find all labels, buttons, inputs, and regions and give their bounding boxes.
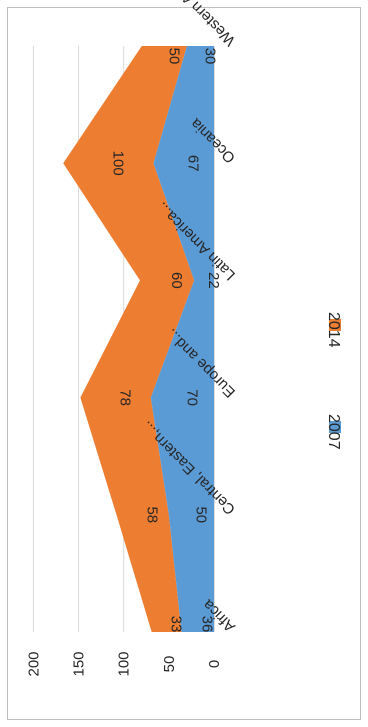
- data-label-2014: 100: [109, 151, 126, 176]
- legend-swatch: [329, 421, 341, 433]
- data-label-2007: 70: [183, 389, 200, 406]
- data-label-2007: 22: [205, 272, 222, 289]
- data-label-2007: 30: [201, 48, 218, 65]
- tick-label: 100: [116, 651, 133, 676]
- legend: 2007 2014: [325, 312, 342, 450]
- data-label-2014: 60: [168, 272, 185, 289]
- data-label-2014: 50: [165, 48, 182, 65]
- series-area-2014: [63, 46, 195, 632]
- data-labels: 36 33 50 58 70 78 22 60 67 100 30 50: [109, 48, 222, 633]
- data-label-2007: 67: [185, 155, 202, 172]
- legend-swatch: [329, 319, 341, 331]
- tick-label: 0: [206, 660, 223, 668]
- data-label-2014: 58: [144, 506, 161, 523]
- plot-areas: [63, 46, 214, 632]
- tick-label: 200: [25, 651, 42, 676]
- tick-label: 150: [71, 651, 88, 676]
- value-axis-ticks: 0 50 100 150 200: [25, 651, 223, 676]
- series-area-2007: [150, 46, 214, 632]
- data-label-2007: 36: [199, 616, 216, 633]
- tick-label: 50: [161, 656, 178, 673]
- data-label-2014: 33: [168, 616, 185, 633]
- data-label-2007: 50: [192, 506, 209, 523]
- category-label: Western Asia: [164, 0, 239, 49]
- legend-label: 2014: [325, 312, 342, 348]
- legend-label: 2007: [325, 414, 342, 450]
- data-label-2014: 78: [117, 389, 134, 406]
